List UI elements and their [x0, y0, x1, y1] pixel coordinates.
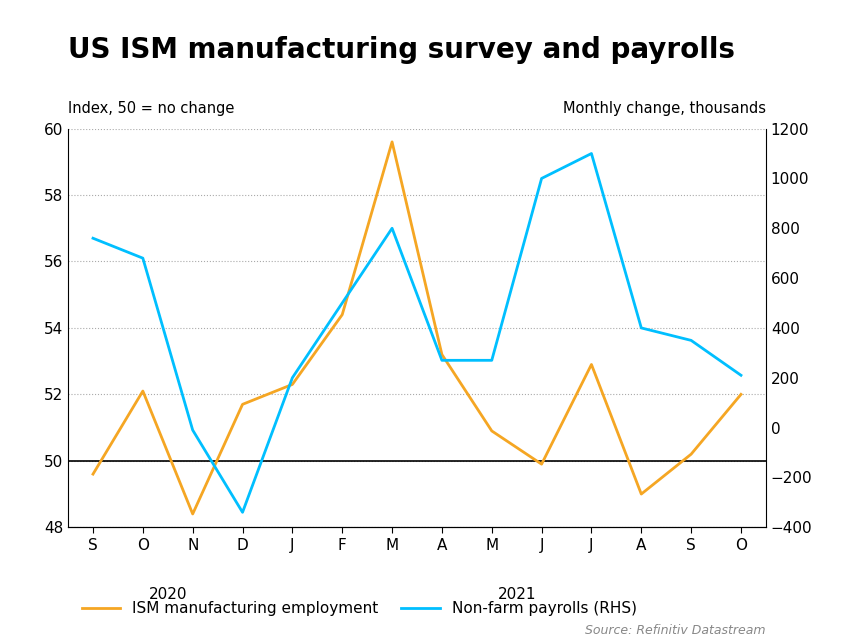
Non-farm payrolls (RHS) [536, 174, 546, 183]
ISM manufacturing employment [686, 450, 696, 458]
ISM manufacturing employment [138, 387, 148, 395]
Non-farm payrolls (RHS) [288, 374, 298, 382]
ISM manufacturing employment [288, 381, 298, 388]
Non-farm payrolls (RHS) [337, 299, 347, 307]
Non-farm payrolls (RHS) [637, 324, 647, 332]
Text: US ISM manufacturing survey and payrolls: US ISM manufacturing survey and payrolls [68, 36, 735, 64]
ISM manufacturing employment [487, 427, 497, 435]
Line: ISM manufacturing employment: ISM manufacturing employment [93, 142, 741, 514]
ISM manufacturing employment [437, 350, 447, 358]
Non-farm payrolls (RHS) [237, 509, 248, 516]
ISM manufacturing employment [88, 470, 98, 478]
Non-farm payrolls (RHS) [88, 235, 98, 242]
Non-farm payrolls (RHS) [387, 224, 397, 232]
Non-farm payrolls (RHS) [437, 356, 447, 364]
Text: Monthly change, thousands: Monthly change, thousands [563, 101, 766, 116]
ISM manufacturing employment [586, 361, 597, 368]
Text: 2021: 2021 [498, 587, 536, 602]
Text: Index, 50 = no change: Index, 50 = no change [68, 101, 235, 116]
Non-farm payrolls (RHS) [487, 356, 497, 364]
Non-farm payrolls (RHS) [686, 336, 696, 344]
ISM manufacturing employment [337, 311, 347, 318]
ISM manufacturing employment [637, 490, 647, 498]
Non-farm payrolls (RHS) [736, 372, 746, 379]
Text: Source: Refinitiv Datastream: Source: Refinitiv Datastream [585, 624, 766, 637]
ISM manufacturing employment [387, 138, 397, 146]
Line: Non-farm payrolls (RHS): Non-farm payrolls (RHS) [93, 154, 741, 512]
Non-farm payrolls (RHS) [187, 426, 197, 434]
ISM manufacturing employment [187, 510, 197, 518]
ISM manufacturing employment [536, 460, 546, 468]
Text: 2020: 2020 [149, 587, 187, 602]
ISM manufacturing employment [237, 401, 248, 408]
Non-farm payrolls (RHS) [586, 150, 597, 158]
Legend: ISM manufacturing employment, Non-farm payrolls (RHS): ISM manufacturing employment, Non-farm p… [76, 595, 643, 622]
ISM manufacturing employment [736, 390, 746, 398]
Non-farm payrolls (RHS) [138, 255, 148, 262]
